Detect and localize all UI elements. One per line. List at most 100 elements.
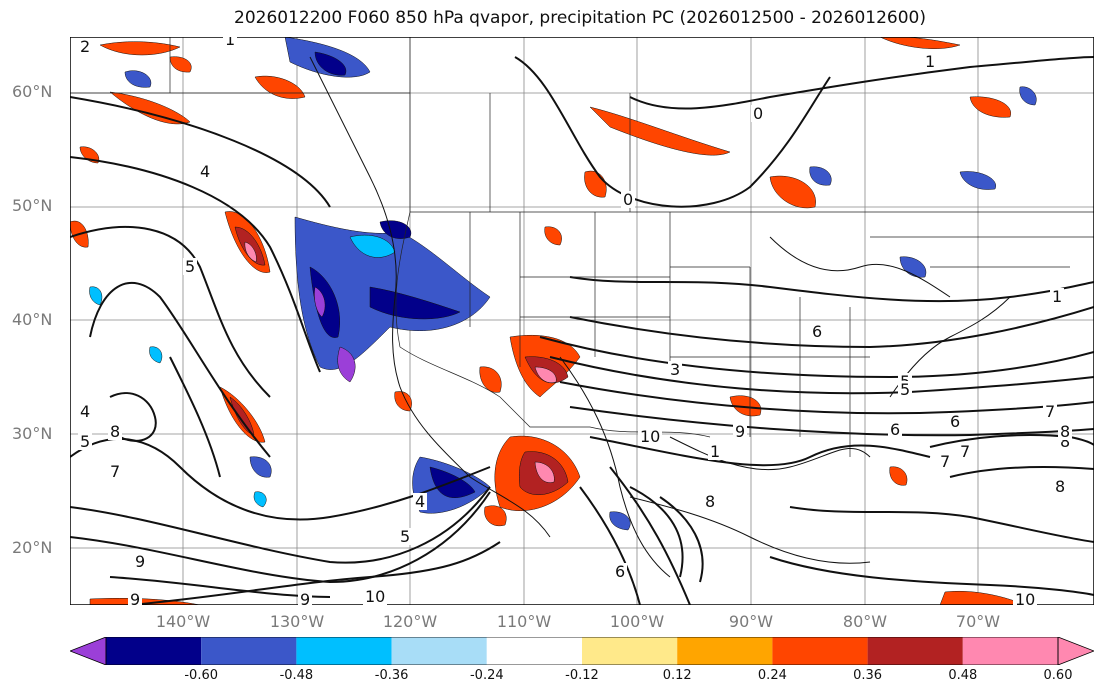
contour-label-bg: [613, 563, 627, 580]
contour-label: 6: [950, 412, 960, 431]
contour-label: 8: [1060, 432, 1070, 451]
colorbar-segment: [201, 637, 297, 665]
contour-label-bg: [108, 463, 122, 480]
contour-label: 1: [1052, 287, 1062, 306]
lon-label-90w: 90°W: [728, 612, 774, 631]
contour-label-bg: [78, 38, 92, 55]
contour-label: 1: [925, 52, 935, 71]
lon-label-130w: 130°W: [269, 612, 325, 631]
colorbar: [70, 637, 1094, 665]
contour-label-bg: [298, 591, 312, 605]
lon-label-100w: 100°W: [609, 612, 665, 631]
colorbar-segment: [677, 637, 773, 665]
contour-label: 10: [365, 587, 385, 605]
colorbar-tick-label: 0.36: [853, 668, 883, 683]
lat-label-60: 60°N: [12, 82, 53, 101]
colorbar-tick-label: -0.24: [469, 668, 504, 683]
contour-label-bg: [198, 163, 212, 180]
contour-label: 9: [135, 552, 145, 571]
contour-label-bg: [78, 433, 92, 450]
colorbar-extend-max: [1057, 637, 1094, 665]
colorbar-tick-label: -0.36: [374, 668, 409, 683]
contour-label-bg: [638, 428, 662, 445]
contour-label: 4: [200, 162, 210, 181]
colorbar-tick-label: -0.60: [184, 668, 219, 683]
contour-label-bg: [183, 258, 197, 275]
colorbar-segment: [296, 637, 392, 665]
moisture-contours: [70, 56, 1094, 605]
contour-label-bg: [888, 421, 902, 438]
colorbar-segment: [962, 637, 1058, 665]
contour-label-bg: [363, 588, 387, 605]
lat-label-40: 40°N: [12, 310, 53, 329]
colorbar-tick-label: 0.48: [948, 668, 978, 683]
contour-label: 9: [735, 422, 745, 441]
contour-label: 10: [1015, 590, 1035, 605]
colorbar-extend-min: [70, 637, 107, 665]
contour-label-bg: [948, 413, 962, 430]
colorbar-tick-label: -0.48: [279, 668, 314, 683]
contour-label: 5: [900, 380, 910, 399]
contour-label: 0: [623, 190, 633, 209]
colorbar-segment: [867, 637, 963, 665]
lat-label-50: 50°N: [12, 196, 53, 215]
contour-label-bg: [668, 361, 682, 378]
contour-label-bg: [1043, 403, 1057, 420]
lon-label-80w: 80°W: [842, 612, 888, 631]
contour-label: 4: [80, 402, 90, 421]
colorbar-segment: [772, 637, 868, 665]
precip-negative: [89, 37, 1037, 531]
chart-title: 2026012200 F060 850 hPa qvapor, precipit…: [234, 8, 926, 28]
contour-label: 9: [300, 590, 310, 605]
contour-label: 2: [80, 37, 90, 56]
graticule: [70, 37, 1094, 605]
contour-label: 6: [615, 562, 625, 581]
contour-label: 1: [225, 37, 235, 49]
contour-label: 3: [670, 360, 680, 379]
lat-label-20: 20°N: [12, 538, 53, 557]
lon-label-120w: 120°W: [382, 612, 438, 631]
contour-label-bg: [751, 105, 765, 122]
contour-label-bg: [398, 528, 412, 545]
colorbar-outline: [105, 637, 1059, 665]
colorbar-tick-label: -0.12: [565, 668, 599, 683]
contour-label: 7: [960, 442, 970, 461]
contour-label: 6: [890, 420, 900, 439]
contour-label-bg: [108, 423, 122, 440]
contour-label-bg: [958, 443, 972, 460]
contour-label: 9: [130, 590, 140, 605]
contour-label-bg: [1053, 478, 1067, 495]
contour-label-bg: [413, 493, 427, 510]
contour-label: 1: [710, 442, 720, 461]
contour-label-bg: [703, 493, 717, 510]
contour-label-bg: [133, 553, 147, 570]
contour-label-bg: [1058, 423, 1072, 440]
contour-label: 4: [415, 492, 425, 511]
contour-label: 5: [80, 432, 90, 451]
precip-positive: [70, 37, 1031, 605]
contour-label: 5: [185, 257, 195, 276]
contour-label-bg: [810, 323, 824, 340]
map-panel: 210101456614557987456783567810910889910: [70, 37, 1094, 605]
colorbar-segment: [582, 637, 678, 665]
contour-label: 6: [812, 322, 822, 341]
colorbar-segment: [486, 637, 582, 665]
contour-label-bg: [1013, 591, 1037, 605]
contour-labels: 210101456614557987456783567810910889910: [78, 37, 1072, 605]
contour-label: 8: [110, 422, 120, 441]
contour-label-bg: [733, 423, 747, 440]
contour-label-bg: [923, 53, 937, 70]
lon-label-70w: 70°W: [955, 612, 1001, 631]
contour-label-bg: [938, 453, 952, 470]
colorbar-segment: [106, 637, 202, 665]
lon-label-140w: 140°W: [155, 612, 211, 631]
contour-label: 5: [400, 527, 410, 546]
contour-label-bg: [78, 403, 92, 420]
colorbar-tick-label: 0.60: [1043, 668, 1073, 683]
contour-label: 7: [940, 452, 950, 471]
contour-label-bg: [708, 443, 722, 460]
colorbar-tick-label: 0.24: [757, 668, 787, 683]
boundaries: [70, 37, 1094, 457]
contour-label: 0: [753, 104, 763, 123]
lon-label-110w: 110°W: [496, 612, 552, 631]
